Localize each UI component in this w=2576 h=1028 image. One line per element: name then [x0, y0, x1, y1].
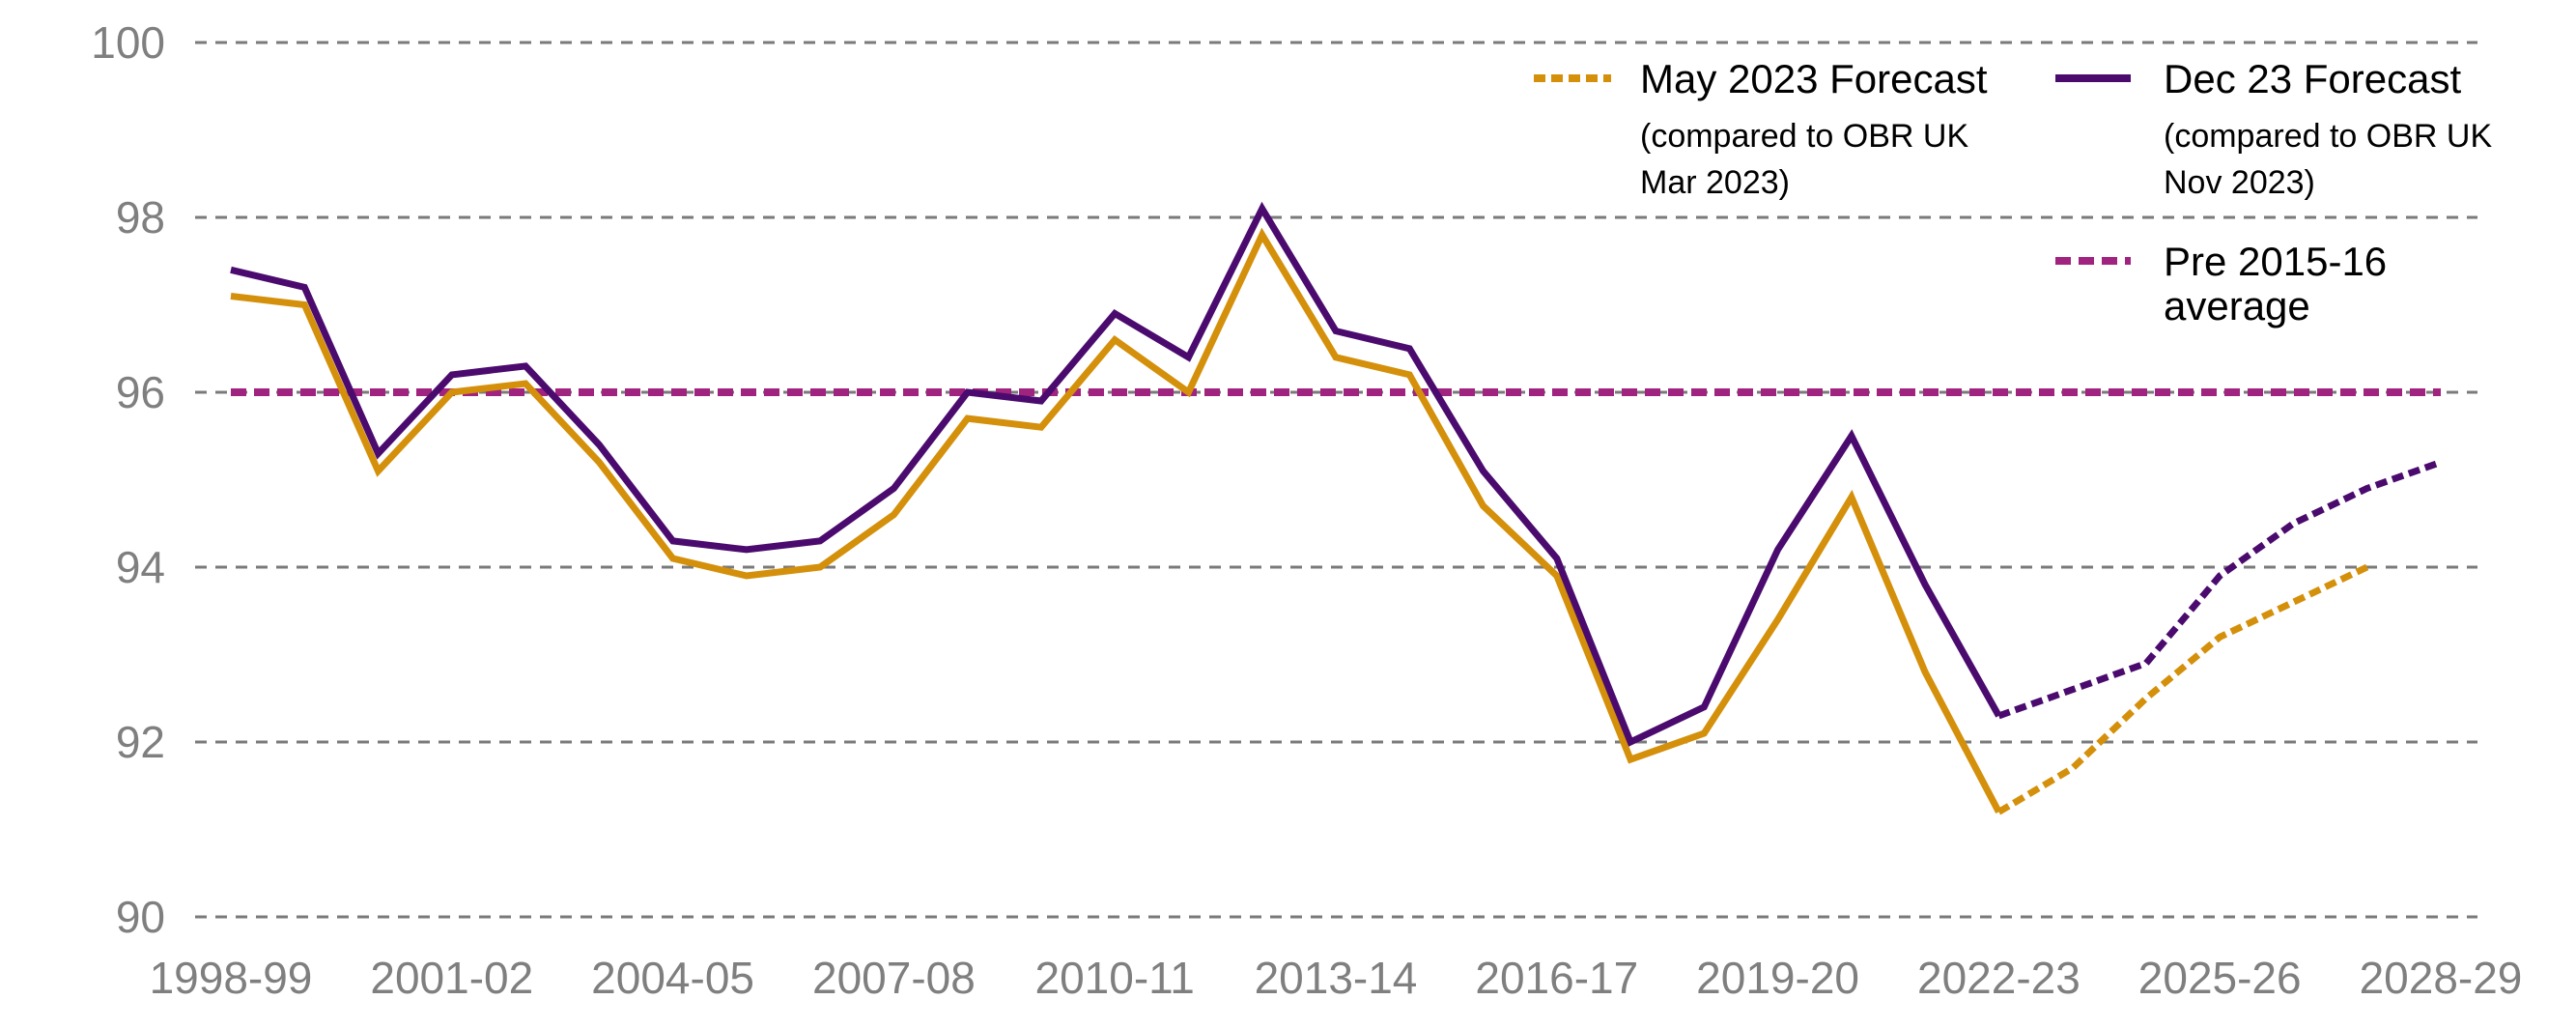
- y-tick-label: 90: [116, 892, 165, 942]
- series-line-dec-forecast: [1997, 459, 2443, 720]
- x-tick-label: 2007-08: [812, 953, 976, 1003]
- series-lines: [230, 201, 2443, 815]
- y-tick-label: 92: [116, 717, 165, 767]
- x-tick-label: 2025-26: [2138, 953, 2302, 1003]
- series-line-may-outturn: [230, 227, 2002, 814]
- x-axis-ticks: 1998-99 2001-02 2004-05 2007-08 2010-11 2013-…: [150, 953, 2523, 1003]
- y-tick-label: 94: [116, 542, 165, 592]
- x-tick-label: 2013-14: [1255, 953, 1418, 1003]
- x-tick-label: 2019-20: [1696, 953, 1859, 1003]
- legend-sublabel-dec: Nov 2023): [2164, 164, 2315, 201]
- legend-label-average: Pre 2015-16: [2164, 239, 2387, 284]
- x-tick-label: 2028-29: [2360, 953, 2523, 1003]
- series-line-dec-outturn: [230, 201, 2002, 747]
- legend-sublabel-may: (compared to OBR UK: [1640, 118, 1968, 155]
- y-tick-label: 100: [91, 17, 165, 68]
- legend-sublabel-dec: (compared to OBR UK: [2164, 118, 2492, 155]
- legend-sublabel-may: Mar 2023): [1640, 164, 1790, 201]
- x-tick-label: 2016-17: [1475, 953, 1638, 1003]
- x-tick-label: 2004-05: [591, 953, 754, 1003]
- x-tick-label: 2010-11: [1034, 953, 1194, 1003]
- gridlines: [195, 41, 2477, 919]
- x-tick-label: 2001-02: [370, 953, 533, 1003]
- series-line-may-forecast: [1996, 563, 2369, 815]
- legend-label-dec: Dec 23 Forecast: [2164, 56, 2461, 101]
- y-axis-ticks: 90 92 94 96 98 100: [91, 17, 165, 942]
- legend-sublabel-average: average: [2164, 283, 2310, 328]
- x-tick-label: 1998-99: [150, 953, 313, 1003]
- y-tick-label: 98: [116, 192, 165, 243]
- y-tick-label: 96: [116, 367, 165, 417]
- x-tick-label: 2022-23: [1917, 953, 2081, 1003]
- legend: May 2023 Forecast (compared to OBR UK Ma…: [1534, 56, 2492, 328]
- legend-label-may: May 2023 Forecast: [1640, 56, 1988, 101]
